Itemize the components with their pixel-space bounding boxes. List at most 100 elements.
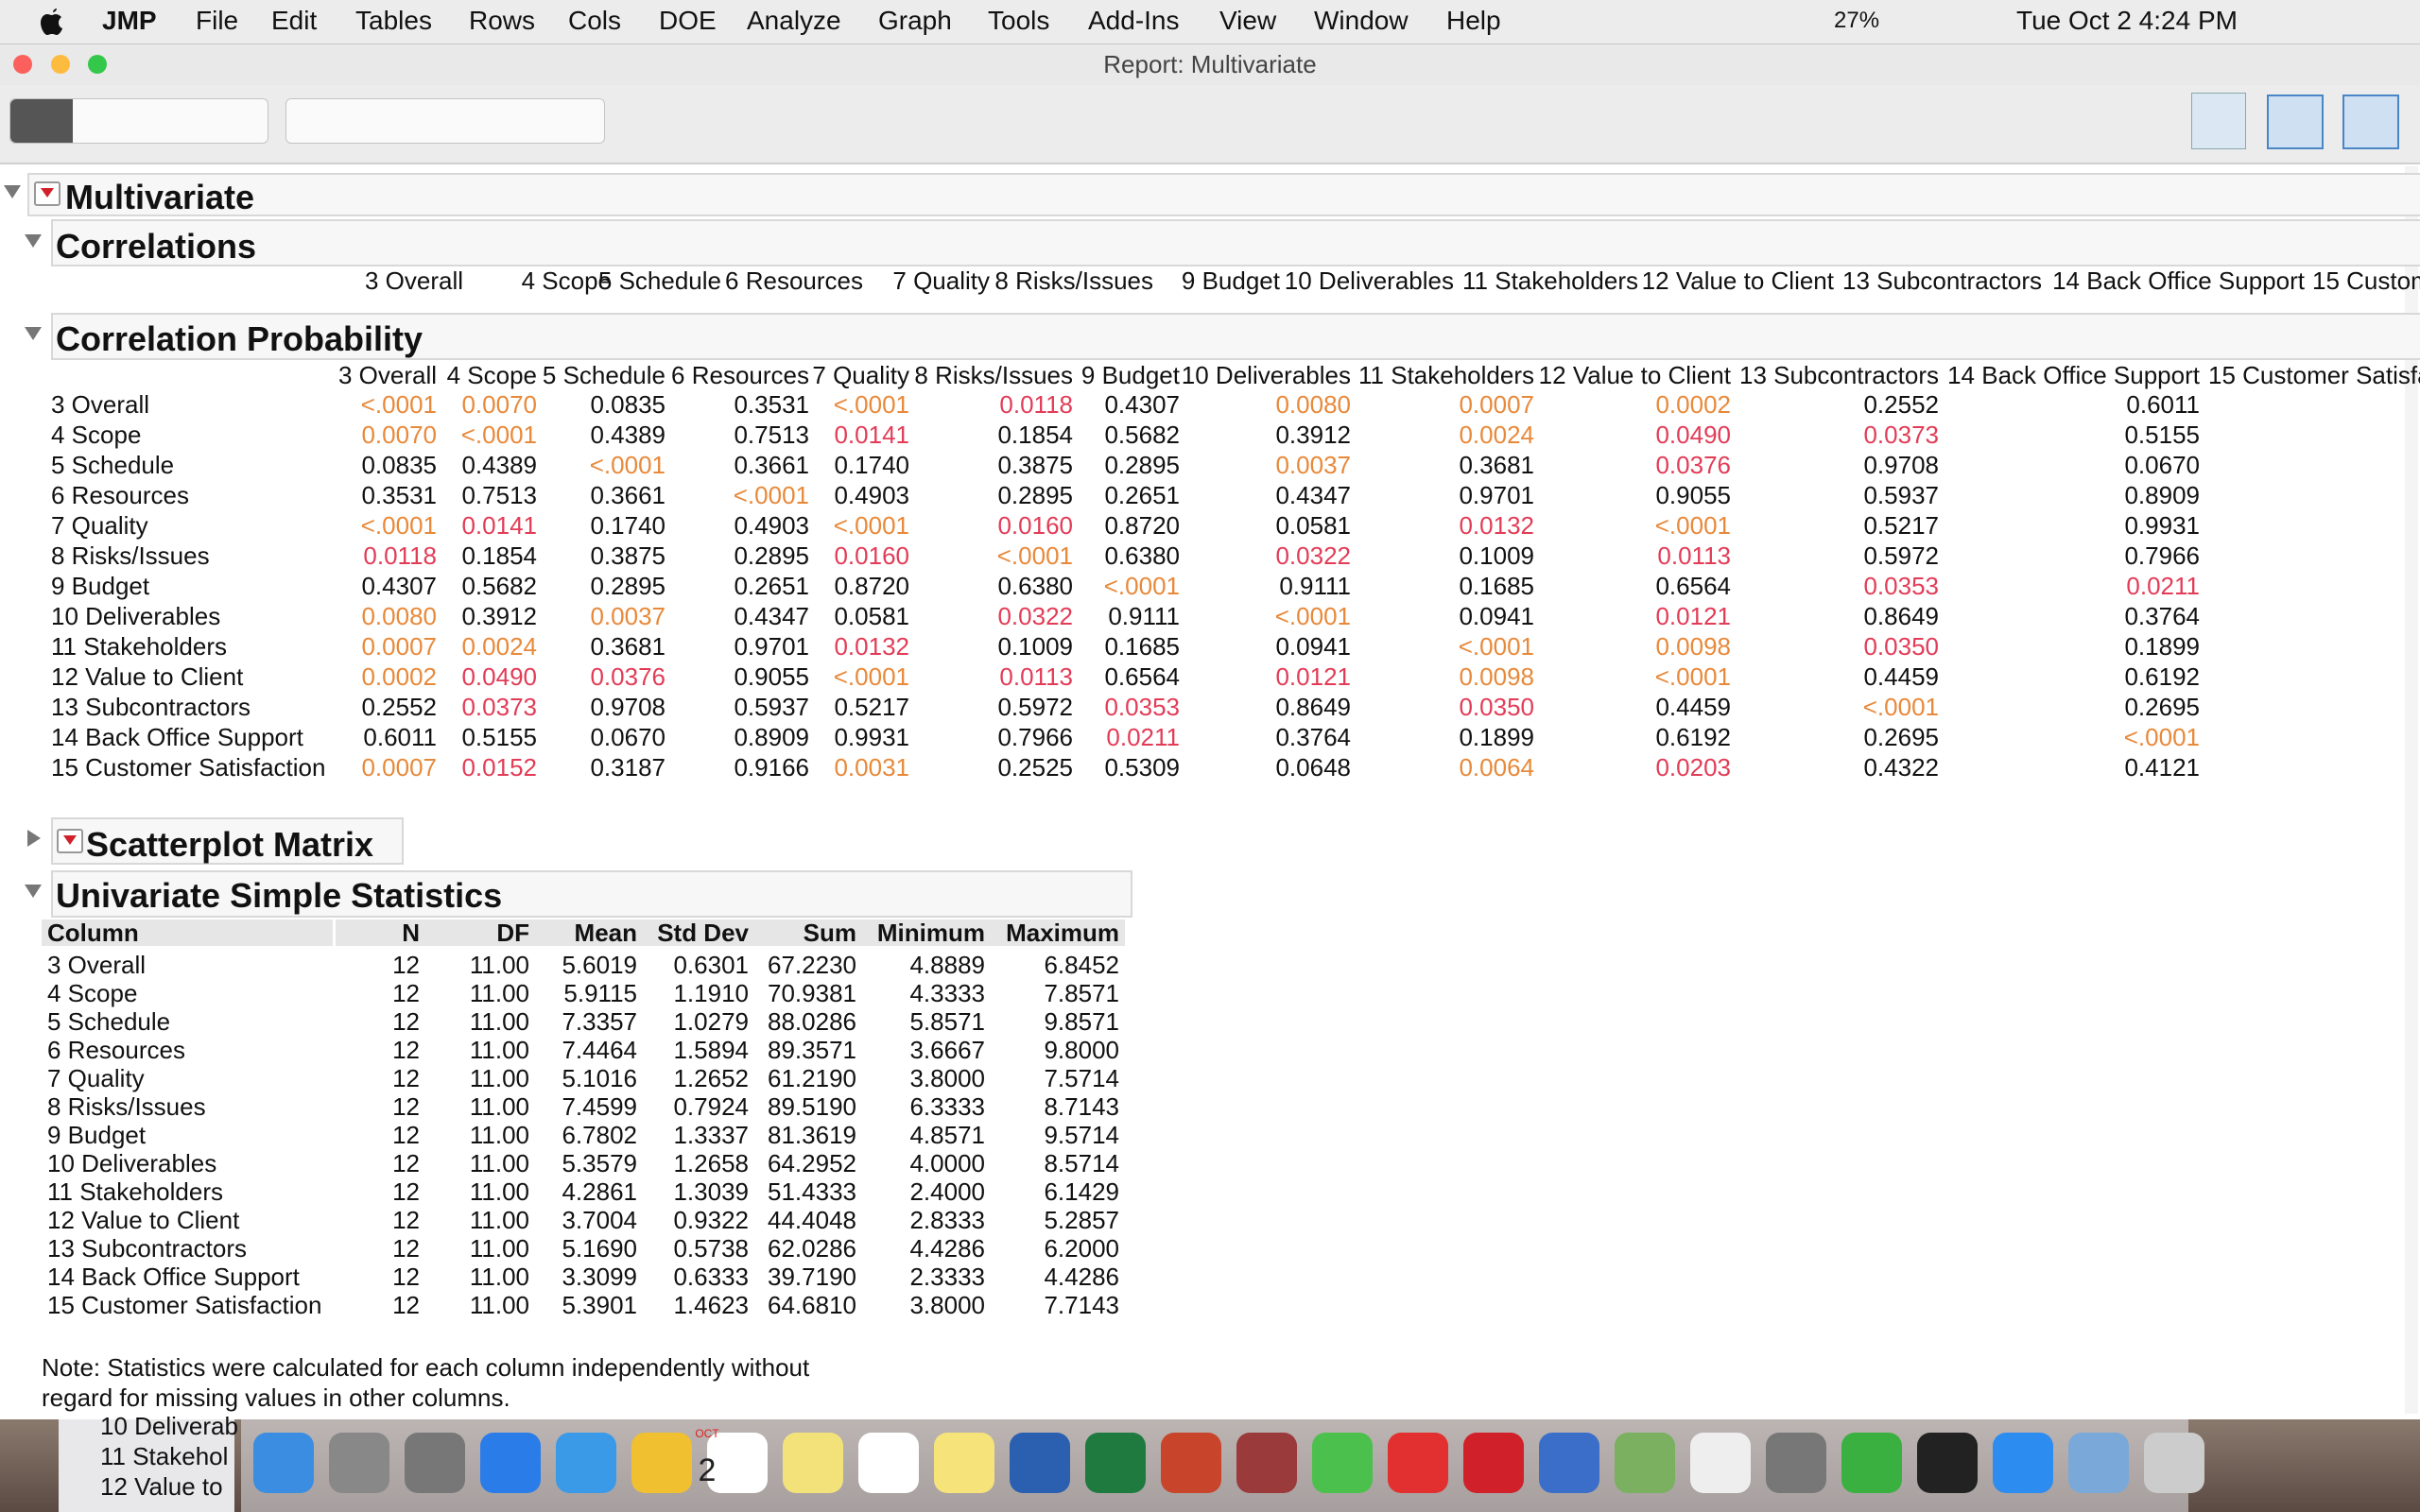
stat-value: 4.4286 [1044,1263,1119,1291]
dock-icon[interactable] [480,1433,541,1493]
p-value: <.0001 [996,541,1073,570]
menu-item[interactable]: Help [1446,6,1501,35]
p-value: 0.0132 [1459,511,1534,540]
dock-icon[interactable] [1085,1433,1146,1493]
dock-icon[interactable] [1615,1433,1675,1493]
stat-value: 0.9322 [673,1206,749,1234]
menu-item[interactable]: Add-Ins [1088,6,1180,35]
p-value: 0.0024 [1459,421,1534,449]
arrow-tool[interactable] [10,99,73,143]
menu-item[interactable]: Graph [878,6,952,35]
p-value: 0.8909 [734,723,809,751]
dock-icon[interactable] [783,1433,843,1493]
stat-value: 0.6301 [673,951,749,979]
p-value: 0.0373 [461,693,537,721]
stat-value: 5.3579 [562,1149,637,1177]
menu-item[interactable]: Tables [355,6,432,35]
dock-icon[interactable] [858,1433,919,1493]
menu-item[interactable]: Cols [568,6,622,35]
dock-icon[interactable] [1993,1433,2053,1493]
battery: 27% [1834,8,1880,33]
menu-item[interactable]: Tools [988,6,1050,35]
p-value: 0.0322 [997,602,1073,630]
dock-icon[interactable] [631,1433,692,1493]
menu-item[interactable]: Edit [271,6,318,35]
dock-icon[interactable] [329,1433,389,1493]
menu-item[interactable]: Analyze [747,6,841,35]
section-title: Univariate Simple Statistics [56,876,503,915]
p-value: <.0001 [1654,662,1731,691]
p-value: 0.0211 [1106,723,1180,751]
disclosure-triangle[interactable] [4,185,21,198]
stat-value: 5.9115 [563,979,637,1007]
dock-icon[interactable] [1236,1433,1297,1493]
scrollbar[interactable] [2405,166,2418,1414]
disclosure-triangle[interactable] [27,830,41,847]
dock-icon[interactable] [707,1433,768,1493]
p-value: 0.4307 [361,572,437,600]
column-header: 7 Quality [892,266,990,295]
row-label: 4 Scope [47,979,138,1007]
toolbar-icon[interactable] [2267,94,2324,149]
stat-value: 1.4623 [673,1291,749,1319]
dock-icon[interactable] [1690,1433,1751,1493]
red-triangle-menu[interactable] [57,829,83,853]
p-value: 0.8909 [2124,481,2200,509]
p-value: 0.0031 [834,753,909,782]
zoom-button[interactable] [88,55,107,74]
column-header: 9 Budget [1080,361,1180,389]
column-header: 14 Back Office Support [2052,266,2305,295]
dock-icon[interactable] [1766,1433,1826,1493]
stat-value: 51.4333 [768,1177,856,1206]
p-value: 0.3764 [2124,602,2200,630]
p-value: 0.0670 [2124,451,2200,479]
row-label: 11 Stakeholders [51,632,227,661]
p-value: 0.0098 [1655,632,1731,661]
dock-icon[interactable] [934,1433,994,1493]
p-value: 0.9708 [1863,451,1939,479]
menu-item[interactable]: DOE [659,6,717,35]
menu-app[interactable]: JMP [102,6,157,35]
stat-value: 8.7143 [1044,1092,1119,1121]
column-header: 11 Stakeholders [1462,266,1638,295]
dock-icon[interactable] [253,1433,314,1493]
menu-item[interactable]: Window [1314,6,1409,35]
close-button[interactable] [13,55,32,74]
row-label: 9 Budget [51,572,150,600]
dock-icon[interactable] [1161,1433,1221,1493]
stat-value: 6.2000 [1044,1234,1119,1263]
stat-value: 12 [392,1007,420,1036]
menu-item[interactable]: View [1219,6,1277,35]
dock-icon[interactable] [1312,1433,1373,1493]
p-value: 0.0941 [1459,602,1534,630]
row-label: 13 Subcontractors [51,693,251,721]
disclosure-triangle[interactable] [25,234,42,248]
toolbar-icon[interactable] [2191,93,2246,149]
menubar [0,0,2420,44]
dock-icon[interactable] [1841,1433,1902,1493]
p-value: 0.0002 [1655,390,1731,419]
disclosure-triangle[interactable] [25,885,42,898]
menu-item[interactable]: File [196,6,239,35]
toolbar-icon[interactable] [2342,94,2399,149]
column-header: 7 Quality [812,361,909,389]
menu-item[interactable]: Rows [469,6,536,35]
dock-icon[interactable] [556,1433,616,1493]
dock-icon[interactable] [1463,1433,1524,1493]
dock-icon[interactable] [2144,1433,2204,1493]
dock-icon[interactable] [1010,1433,1070,1493]
red-triangle-menu[interactable] [34,181,60,206]
dock-icon[interactable] [405,1433,465,1493]
dock-icon[interactable] [1388,1433,1448,1493]
p-value: 0.1685 [1104,632,1180,661]
p-value: 0.1685 [1459,572,1534,600]
p-value: 0.0152 [461,753,537,782]
minimize-button[interactable] [51,55,70,74]
dock-icon[interactable] [1917,1433,1978,1493]
p-value: 0.6564 [1104,662,1180,691]
p-value: <.0001 [460,421,537,449]
dock-icon[interactable] [1539,1433,1599,1493]
disclosure-triangle[interactable] [25,327,42,340]
row-label: 7 Quality [51,511,148,540]
dock-icon[interactable] [2068,1433,2129,1493]
